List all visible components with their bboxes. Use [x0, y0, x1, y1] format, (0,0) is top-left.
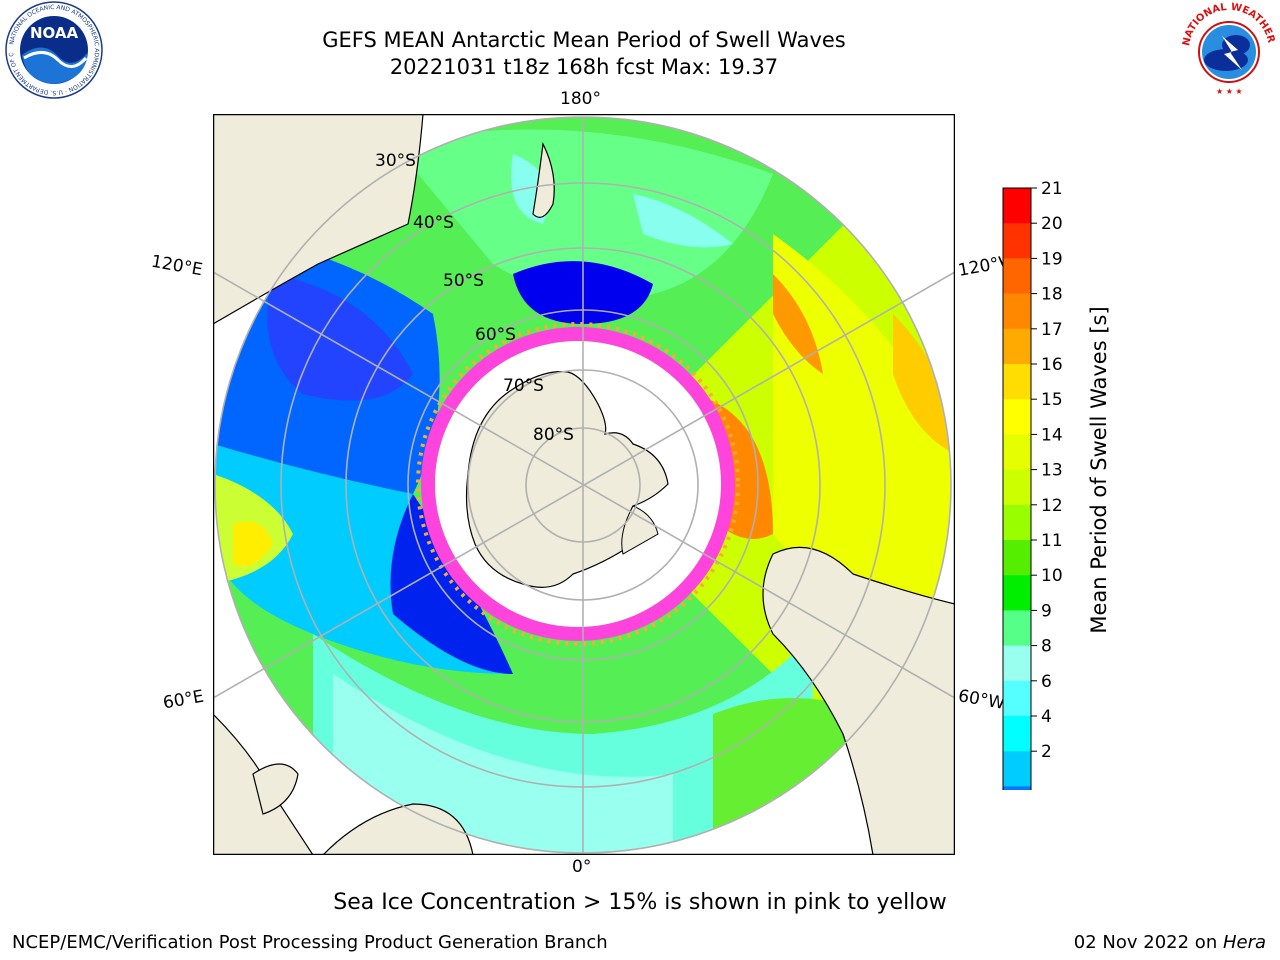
colorbar-tick-label: 11 — [1041, 531, 1063, 551]
colorbar-tick-label: 19 — [1041, 249, 1063, 269]
colorbar-segment — [1003, 786, 1031, 790]
colorbar-segment — [1003, 680, 1031, 717]
lon-label-0: 0° — [572, 857, 592, 877]
colorbar: 21 20 19 18 17 16 15 14 13 12 11 10 9 8 6 4 2 — [1002, 180, 1063, 790]
colorbar-tick-label: 8 — [1041, 637, 1052, 657]
colorbar-segment — [1003, 293, 1031, 330]
colorbar-segment — [1003, 399, 1031, 435]
colorbar-tick-label: 4 — [1041, 707, 1052, 727]
colorbar-segment — [1003, 258, 1031, 295]
colorbar-segment — [1003, 716, 1031, 752]
colorbar-segment — [1003, 364, 1031, 400]
colorbar-tick-label: 2 — [1041, 742, 1052, 762]
lon-label-180: 180° — [560, 89, 601, 109]
colorbar-tick-label: 14 — [1041, 425, 1063, 445]
colorbar-segment — [1003, 469, 1031, 506]
lon-label-120e: 120°E — [149, 251, 205, 281]
sea-ice-caption: Sea Ice Concentration > 15% is shown in … — [333, 890, 947, 915]
map-frame — [213, 114, 955, 855]
graticule — [213, 116, 955, 854]
colorbar-segment — [1003, 504, 1031, 541]
footer-date-text: 02 Nov 2022 on — [1073, 932, 1223, 953]
colorbar-segment — [1003, 751, 1031, 787]
colorbar-segment — [1003, 434, 1031, 471]
colorbar-tick-label: 16 — [1041, 355, 1063, 375]
colorbar-tick-label: 21 — [1041, 180, 1063, 199]
colorbar-tick-label: 12 — [1041, 496, 1063, 516]
colorbar-tick-label: 13 — [1041, 461, 1063, 481]
nws-logo: NATIONAL WEATHER SERVICE ★ ★ ★ — [1178, 0, 1277, 98]
colorbar-segment — [1003, 540, 1031, 576]
colorbar-tick-label: 6 — [1041, 672, 1052, 692]
footer-host: Hera — [1222, 932, 1266, 953]
colorbar-segment — [1003, 645, 1031, 682]
colorbar-segment — [1003, 188, 1031, 224]
colorbar-tick-label: 9 — [1041, 601, 1052, 621]
lat-label-70s: 70°S — [503, 376, 544, 396]
chart-subtitle: 20221031 t18z 168h fcst Max: 19.37 — [389, 55, 779, 79]
colorbar-tick-label: 15 — [1041, 390, 1063, 410]
colorbar-segment — [1003, 575, 1031, 611]
colorbar-segment — [1003, 223, 1031, 259]
polar-map: 30°S 40°S 50°S 60°S 70°S 80°S — [213, 114, 955, 855]
lat-label-80s: 80°S — [533, 425, 574, 445]
noaa-logo-text: NOAA — [30, 24, 79, 42]
chart-title: GEFS MEAN Antarctic Mean Period of Swell… — [322, 28, 846, 52]
noaa-logo: NATIONAL OCEANIC AND ATMOSPHERIC ADMINIS… — [2, 0, 103, 99]
colorbar-segment — [1003, 610, 1031, 647]
colorbar-tick-label: 18 — [1041, 285, 1063, 305]
lat-label-60s: 60°S — [475, 325, 516, 345]
lat-label-50s: 50°S — [443, 271, 484, 291]
lat-label-40s: 40°S — [413, 213, 454, 233]
colorbar-segment — [1003, 328, 1031, 365]
colorbar-tick-label: 10 — [1041, 566, 1063, 586]
footer-date: 02 Nov 2022 on Hera — [1074, 932, 1266, 953]
colorbar-title: Mean Period of Swell Waves [s] — [1087, 306, 1111, 634]
footer-branch: NCEP/EMC/Verification Post Processing Pr… — [12, 932, 608, 953]
colorbar-tick-label: 17 — [1041, 320, 1063, 340]
landmasses — [213, 114, 955, 855]
colorbar-tick-label: 20 — [1041, 214, 1063, 234]
lat-label-30s: 30°S — [375, 151, 416, 171]
lon-label-60e: 60°E — [161, 686, 206, 714]
svg-text:★ ★ ★: ★ ★ ★ — [1216, 87, 1243, 96]
